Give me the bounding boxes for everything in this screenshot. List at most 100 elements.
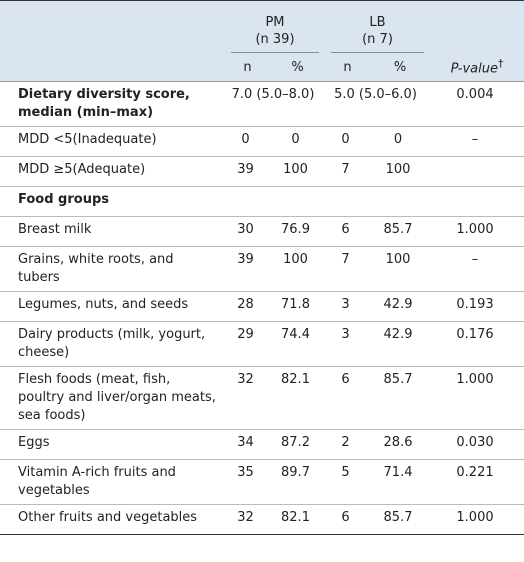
cell: 0.221 bbox=[430, 459, 524, 505]
header-cell bbox=[0, 53, 225, 82]
header-cell: n bbox=[225, 53, 270, 82]
cell: 28 bbox=[225, 291, 270, 322]
cell: 71.8 bbox=[270, 291, 325, 322]
header-cell: LB (n 7) bbox=[325, 0, 431, 53]
cell: 0.004 bbox=[430, 81, 524, 127]
row-label: Grains, white roots, and tubers bbox=[0, 246, 225, 292]
table-body: Dietary diversity score, median (min–max… bbox=[0, 81, 524, 535]
cell: 34 bbox=[225, 429, 270, 460]
header-cell bbox=[430, 0, 524, 53]
table-row: MDD ≥5(Adequate) 39 100 7 100 bbox=[0, 156, 524, 187]
cell: 7.0 (5.0–8.0) bbox=[225, 81, 325, 127]
table-header: PM (n 39) LB (n 7) n % n % P-value† bbox=[0, 0, 524, 82]
cell: 6 bbox=[325, 366, 370, 430]
table-row: Food groups bbox=[0, 186, 524, 217]
row-label: Eggs bbox=[0, 429, 225, 460]
cell: 1.000 bbox=[456, 510, 494, 525]
cell: 39 bbox=[225, 156, 270, 187]
group-sub: (n 7) bbox=[362, 32, 393, 47]
cell: 6 bbox=[341, 510, 350, 525]
header-cell: n bbox=[325, 53, 370, 82]
cell: 85.7 bbox=[370, 366, 431, 430]
cell: 3 bbox=[325, 291, 370, 322]
cell: 1.000 bbox=[430, 216, 524, 247]
cell: – bbox=[430, 246, 524, 292]
cell: 7 bbox=[325, 156, 370, 187]
header-row: n % n % P-value† bbox=[0, 53, 524, 82]
cell: 32 bbox=[237, 510, 254, 525]
table-row: Dietary diversity score, median (min–max… bbox=[0, 81, 524, 127]
pvalue-label: P-value bbox=[450, 61, 498, 77]
header-cell: P-value† bbox=[430, 53, 524, 82]
cell: 3 bbox=[325, 321, 370, 367]
cell: 85.7 bbox=[370, 216, 431, 247]
row-label: MDD <5(Inadequate) bbox=[0, 126, 225, 157]
cell: 28.6 bbox=[370, 429, 431, 460]
cell: 42.9 bbox=[370, 291, 431, 322]
table-row: Dairy products (milk, yogurt, cheese) 29 7… bbox=[0, 321, 524, 367]
cell: 0 bbox=[225, 126, 270, 157]
cell: 30 bbox=[225, 216, 270, 247]
group-header: LB (n 7) bbox=[331, 14, 425, 53]
row-label: Dairy products (milk, yogurt, cheese) bbox=[0, 321, 225, 367]
group-name: PM bbox=[265, 15, 285, 30]
cell: 71.4 bbox=[370, 459, 431, 505]
cell: 76.9 bbox=[270, 216, 325, 247]
header-cell: PM (n 39) bbox=[225, 0, 325, 53]
group-name: LB bbox=[369, 15, 386, 30]
cell: 100 bbox=[370, 156, 431, 187]
table-row: Breast milk 30 76.9 6 85.7 1.000 bbox=[0, 216, 524, 247]
table-row: Grains, white roots, and tubers 39 100 7 100… bbox=[0, 246, 524, 292]
row-label: Other fruits and vegetables bbox=[18, 510, 198, 525]
cell: 35 bbox=[225, 459, 270, 505]
cell: 0 bbox=[270, 126, 325, 157]
cell: 0.193 bbox=[430, 291, 524, 322]
cell: 39 bbox=[225, 246, 270, 292]
cell: 82.1 bbox=[270, 366, 325, 430]
cell: 7 bbox=[325, 246, 370, 292]
table-row: Legumes, nuts, and seeds 28 71.8 3 42.9 0.193 bbox=[0, 291, 524, 322]
cell: 32 bbox=[225, 366, 270, 430]
cell: 0.030 bbox=[430, 429, 524, 460]
cell: 89.7 bbox=[270, 459, 325, 505]
row-label: Food groups bbox=[0, 186, 225, 217]
cell: – bbox=[430, 126, 524, 157]
header-cell bbox=[0, 0, 225, 53]
row-label: Dietary diversity score, median (min–max… bbox=[0, 81, 225, 127]
row-label: MDD ≥5(Adequate) bbox=[0, 156, 225, 187]
footnote-mark: † bbox=[497, 57, 504, 71]
cell bbox=[225, 186, 524, 217]
table-row: MDD <5(Inadequate) 0 0 0 0– bbox=[0, 126, 524, 157]
header-row: PM (n 39) LB (n 7) bbox=[0, 0, 524, 53]
group-header: PM (n 39) bbox=[231, 14, 319, 53]
cell: 42.9 bbox=[370, 321, 431, 367]
cell: 85.7 bbox=[383, 510, 413, 525]
cell: 74.4 bbox=[270, 321, 325, 367]
cell: 29 bbox=[225, 321, 270, 367]
table-row: Eggs 34 87.2 2 28.6 0.030 bbox=[0, 429, 524, 460]
cell: 2 bbox=[325, 429, 370, 460]
row-label: Legumes, nuts, and seeds bbox=[0, 291, 225, 322]
cell bbox=[430, 156, 524, 187]
cell: 100 bbox=[270, 246, 325, 292]
cell: 87.2 bbox=[270, 429, 325, 460]
cell: 100 bbox=[370, 246, 431, 292]
header-cell: % bbox=[270, 53, 325, 82]
cell: 82.1 bbox=[281, 510, 310, 525]
table-row: Vitamin A-rich fruits and vegetables 35 89… bbox=[0, 459, 524, 505]
cell: 1.000 bbox=[430, 366, 524, 430]
cell: 100 bbox=[270, 156, 325, 187]
table-row: Other fruits and vegetables 32 82.1 6 85.7 1.… bbox=[0, 505, 524, 535]
group-sub: (n 39) bbox=[255, 32, 295, 47]
cell: 0 bbox=[370, 126, 431, 157]
cell: 5.0 (5.0–6.0) bbox=[325, 81, 431, 127]
cell: 0.176 bbox=[430, 321, 524, 367]
header-cell: % bbox=[370, 53, 431, 82]
table-row: Flesh foods (meat, fish, poultry and liv… bbox=[0, 366, 524, 430]
row-label: Flesh foods (meat, fish, poultry and liv… bbox=[0, 366, 225, 430]
table: PM (n 39) LB (n 7) n % n % P-value† Dietar… bbox=[0, 0, 524, 535]
row-label: Vitamin A-rich fruits and vegetables bbox=[0, 459, 225, 505]
cell: 5 bbox=[325, 459, 370, 505]
row-label: Breast milk bbox=[0, 216, 225, 247]
